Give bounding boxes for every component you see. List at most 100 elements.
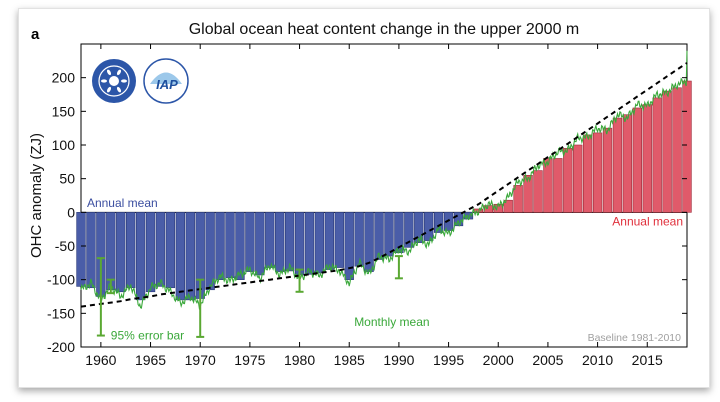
x-tick-label: 2010 xyxy=(582,352,613,368)
y-axis-ticks: -200 -150 -100 -50 0 50 100 150 200 xyxy=(47,70,687,355)
bar-2016 xyxy=(652,97,662,213)
annotation-error-bar: 95% error bar xyxy=(111,329,184,343)
bar-1972 xyxy=(215,212,225,280)
x-tick-label: 2005 xyxy=(532,352,563,368)
x-tick-label: 2000 xyxy=(483,352,514,368)
bar-1977 xyxy=(265,212,275,268)
cas-logo-petal xyxy=(116,86,122,93)
annotation-monthly-mean: Monthly mean xyxy=(354,315,429,329)
bar-1994 xyxy=(433,212,444,233)
cas-logo-petal xyxy=(101,79,107,83)
bar-1962 xyxy=(116,212,126,293)
error-bar-1960 xyxy=(96,257,105,337)
bar-1983 xyxy=(324,212,335,270)
y-tick-label: -200 xyxy=(47,339,75,355)
bar-1963 xyxy=(126,212,136,289)
bar-1966 xyxy=(155,212,166,287)
bar-1974 xyxy=(235,212,245,280)
cas-logo-petal xyxy=(106,69,112,76)
bar-2018 xyxy=(672,87,682,213)
bar-1985 xyxy=(344,212,354,280)
bar-1979 xyxy=(284,212,295,272)
bar-2013 xyxy=(622,114,633,213)
cas-logo-core xyxy=(109,76,119,86)
bar-1978 xyxy=(275,212,285,272)
bar-1961 xyxy=(106,212,116,291)
y-tick-label: -50 xyxy=(55,238,75,254)
bar-2004 xyxy=(533,170,543,213)
bar-2001 xyxy=(503,199,513,213)
cas-logo-ring xyxy=(98,65,130,97)
bar-1975 xyxy=(245,212,255,272)
y-tick-label: 100 xyxy=(52,137,76,153)
annotation-baseline: Baseline 1981-2010 xyxy=(588,332,682,344)
logos: IAP xyxy=(92,58,189,104)
x-tick-label: 1990 xyxy=(383,352,414,368)
cas-logo-petal xyxy=(121,79,127,83)
bar-1984 xyxy=(334,212,344,268)
bar-1971 xyxy=(205,212,215,291)
bar-2005 xyxy=(543,158,553,213)
bar-1986 xyxy=(354,212,364,267)
y-axis-label: OHC anomaly (ZJ) xyxy=(28,133,45,258)
bar-2015 xyxy=(642,104,652,213)
bar-1993 xyxy=(424,212,434,241)
y-tick-label: -100 xyxy=(47,272,75,288)
annotation-annual-mean-left: Annual mean xyxy=(87,196,158,210)
bar-2014 xyxy=(632,107,642,213)
y-tick-label: -150 xyxy=(47,305,75,321)
monthly-mean-line xyxy=(80,50,688,310)
y-tick-label: 0 xyxy=(67,204,75,220)
annotation-annual-mean-right: Annual mean xyxy=(612,215,683,229)
bar-2010 xyxy=(592,132,603,213)
chart-title: Global ocean heat content change in the … xyxy=(189,21,580,38)
bar-2003 xyxy=(523,175,533,213)
bar-2007 xyxy=(563,148,573,213)
bar-2019 xyxy=(682,80,692,213)
iap-logo-text: IAP xyxy=(156,77,178,92)
bar-1981 xyxy=(304,212,315,275)
x-tick-label: 1995 xyxy=(433,352,464,368)
bar-1968 xyxy=(175,212,186,301)
y-tick-label: 200 xyxy=(52,70,76,86)
bar-1976 xyxy=(255,212,265,276)
error-bar-1961 xyxy=(106,278,115,295)
iap-logo-wave xyxy=(150,72,182,84)
bar-2011 xyxy=(602,127,613,213)
bar-1969 xyxy=(185,212,195,301)
cas-logo-petal xyxy=(116,69,122,76)
panel-label: a xyxy=(31,26,40,43)
annual-bars xyxy=(76,80,692,301)
bar-1988 xyxy=(374,212,384,260)
bar-2009 xyxy=(582,134,593,213)
bar-2002 xyxy=(513,185,523,213)
bar-1959 xyxy=(86,212,96,289)
bar-1980 xyxy=(294,212,305,276)
error-bar-1990 xyxy=(394,255,403,280)
x-tick-label: 1965 xyxy=(135,352,166,368)
x-tick-label: 1970 xyxy=(185,352,216,368)
bar-1992 xyxy=(414,212,424,243)
trend-line xyxy=(80,62,688,308)
x-axis-ticks: 1960 1965 1970 1975 1980 1985 1990 1995 2000 2005… xyxy=(85,44,663,368)
bar-1964 xyxy=(135,212,146,301)
x-tick-label: 1980 xyxy=(284,352,315,368)
error-bar-1980 xyxy=(295,268,304,293)
bar-2012 xyxy=(612,117,623,213)
y-tick-label: 50 xyxy=(59,171,75,187)
bar-2017 xyxy=(662,90,672,213)
x-tick-label: 1975 xyxy=(234,352,265,368)
error-bar-1970 xyxy=(196,278,205,338)
bar-2008 xyxy=(573,144,583,213)
x-tick-label: 1985 xyxy=(334,352,365,368)
cas-logo-petal xyxy=(106,86,112,93)
bar-1958 xyxy=(76,212,86,287)
x-tick-label: 2015 xyxy=(632,352,663,368)
bar-1967 xyxy=(165,212,176,289)
bar-1989 xyxy=(384,212,394,257)
ohc-chart: a Global ocean heat content change in the… xyxy=(28,21,692,368)
bar-1991 xyxy=(404,212,414,248)
bar-1965 xyxy=(145,212,156,293)
y-tick-label: 150 xyxy=(52,103,76,119)
x-tick-label: 1960 xyxy=(85,352,116,368)
